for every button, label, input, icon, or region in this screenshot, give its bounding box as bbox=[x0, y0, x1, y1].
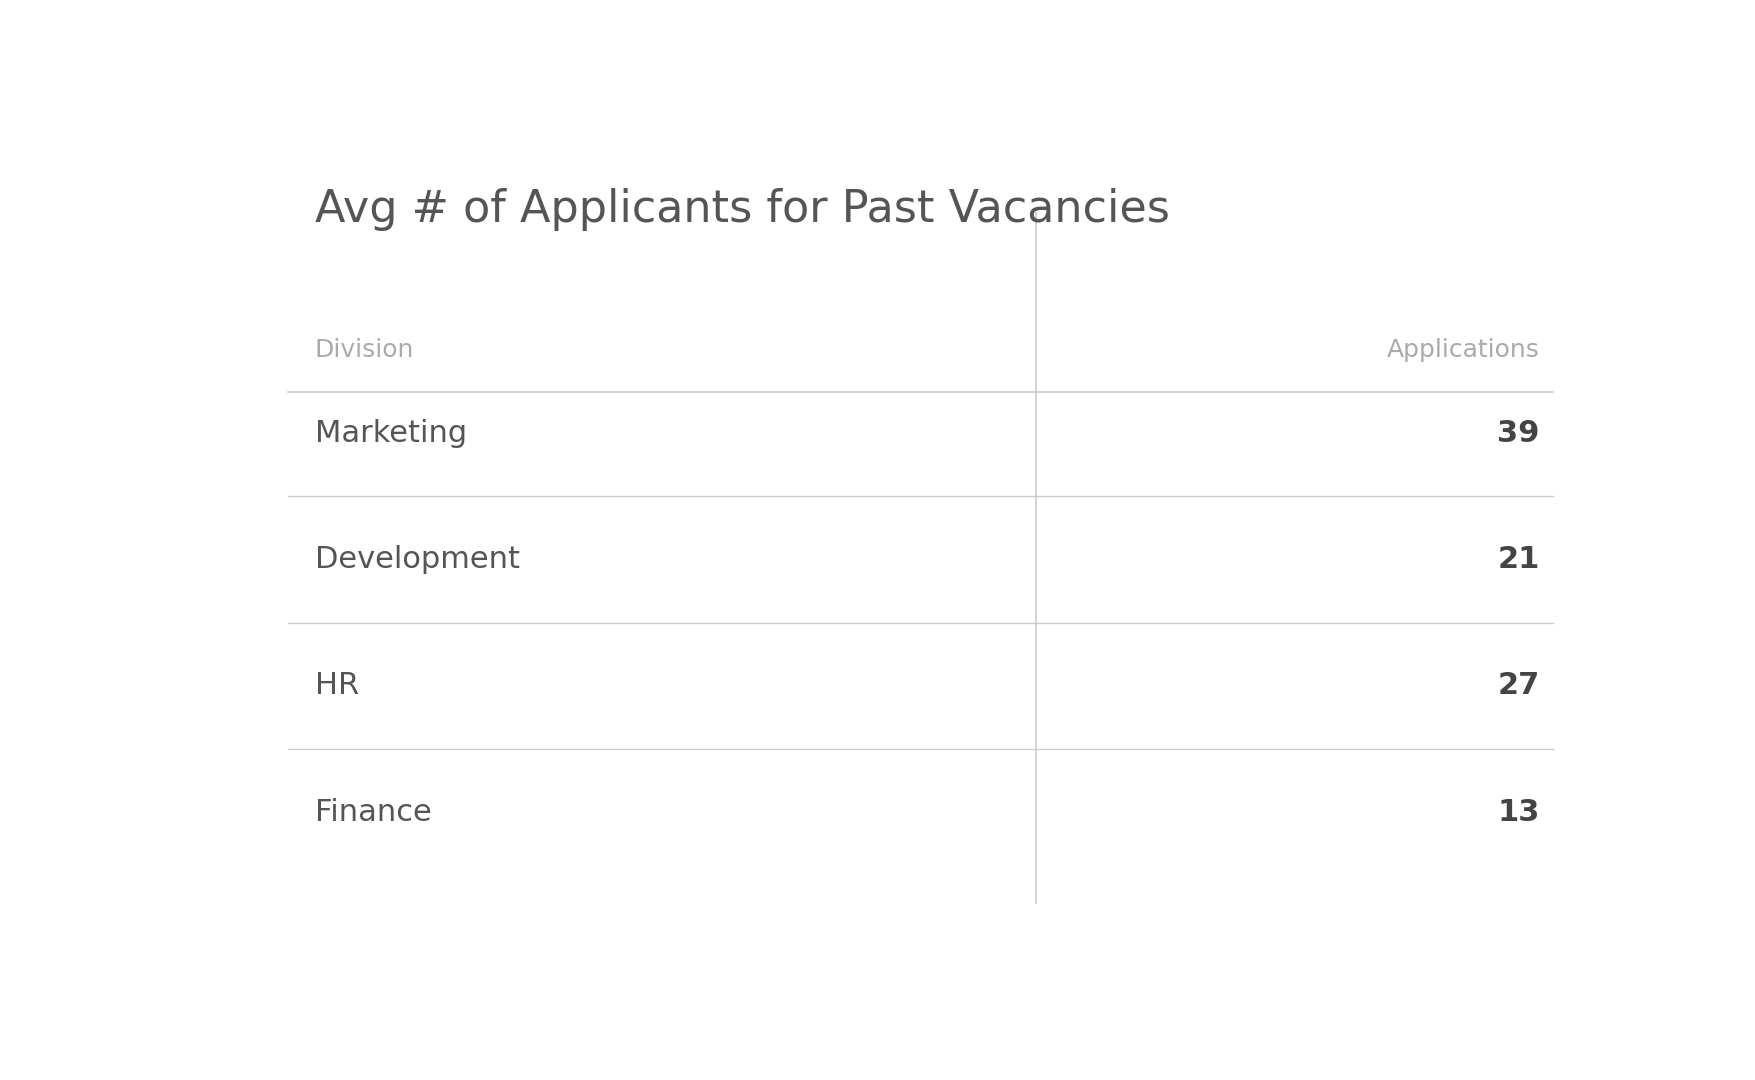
Text: 21: 21 bbox=[1497, 545, 1539, 575]
Text: 13: 13 bbox=[1497, 798, 1539, 827]
Text: Division: Division bbox=[314, 338, 414, 362]
Text: Development: Development bbox=[314, 545, 519, 575]
Text: Applications: Applications bbox=[1386, 338, 1539, 362]
Text: Avg # of Applicants for Past Vacancies: Avg # of Applicants for Past Vacancies bbox=[314, 188, 1169, 231]
Text: 39: 39 bbox=[1497, 419, 1539, 447]
Text: HR: HR bbox=[314, 672, 358, 701]
Text: Finance: Finance bbox=[314, 798, 432, 827]
Text: Marketing: Marketing bbox=[314, 419, 467, 447]
Text: 27: 27 bbox=[1497, 672, 1539, 701]
